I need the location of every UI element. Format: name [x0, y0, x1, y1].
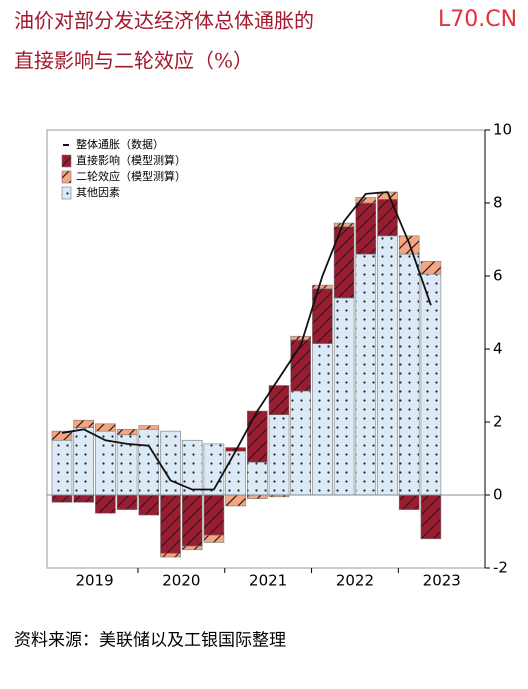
bar-segment	[95, 423, 116, 432]
legend-label: 其他因素	[76, 186, 120, 199]
bar-segment	[73, 427, 94, 496]
watermark: L70.CN	[438, 7, 517, 32]
bar-segment	[203, 534, 225, 543]
x-tick-label: 2021	[249, 572, 287, 590]
bar-segment	[268, 385, 290, 416]
x-tick-label: 2023	[423, 572, 461, 590]
bar-segment	[181, 494, 203, 547]
title-line: 油价对部分发达经济体总体通胀的	[14, 9, 314, 33]
y-tick-label: 8	[493, 194, 503, 212]
x-tick-label: 2020	[162, 572, 200, 590]
bar-segment	[116, 428, 138, 436]
bar-segment	[398, 494, 420, 510]
bar-segment	[377, 199, 398, 237]
x-tick-label: 2022	[336, 572, 374, 590]
y-tick-label: 0	[493, 486, 503, 504]
legend-label: 整体通胀（数据）	[76, 137, 164, 151]
bar-segment	[290, 335, 312, 341]
legend-label: 直接影响（模型测算）	[76, 153, 186, 167]
bar-segment	[203, 494, 225, 536]
bar-segment	[355, 202, 377, 255]
bar-segment	[51, 439, 73, 496]
y-tick-label: -2	[493, 559, 508, 577]
bar-segment	[247, 461, 268, 496]
y-tick-label: 6	[493, 267, 503, 285]
source: 资料来源：美联储以及工银国际整理	[14, 631, 286, 651]
bar-segment	[160, 430, 181, 496]
title-line: 直接影响与二轮效应（%）	[14, 49, 253, 73]
legend-swatch	[61, 170, 72, 184]
bar-segment	[333, 297, 355, 496]
x-tick-label: 2019	[75, 572, 113, 590]
bar-segment	[138, 425, 160, 430]
bar-segment	[160, 494, 181, 554]
bar-segment	[225, 494, 246, 507]
bar-segment	[398, 253, 420, 496]
bar-segment	[95, 494, 116, 514]
y-tick-label: 4	[493, 340, 503, 358]
bar-segment	[203, 443, 225, 496]
bar-segment	[73, 494, 94, 503]
bar-segment	[355, 253, 377, 496]
bar-segment	[247, 494, 268, 499]
legend-swatch	[61, 186, 72, 200]
bar-segment	[312, 284, 333, 290]
legend-swatch	[61, 154, 72, 168]
bar-segment	[51, 430, 73, 441]
bar-segment	[377, 235, 398, 496]
legend-label: 二轮效应（模型测算）	[76, 169, 186, 183]
bar-segment	[247, 410, 268, 463]
bar-segment	[290, 390, 312, 496]
y-tick-label: 2	[493, 413, 503, 431]
bar-segment	[160, 553, 181, 558]
bar-segment	[51, 494, 73, 503]
bar-segment	[181, 545, 203, 551]
bar-segment	[138, 428, 160, 496]
bar-segment	[355, 197, 377, 204]
bar-segment	[225, 450, 246, 496]
line-series	[61, 191, 432, 491]
bar-segment	[420, 494, 442, 540]
bar-segment	[268, 414, 290, 496]
bar-segment	[116, 494, 138, 510]
bar-segment	[138, 494, 160, 516]
bar-segment	[290, 339, 312, 392]
bar-segment	[312, 343, 333, 496]
bar-segment	[420, 273, 442, 496]
bar-segment	[73, 419, 94, 428]
bar-segment	[420, 261, 442, 275]
y-tick-label: 10	[493, 121, 512, 139]
